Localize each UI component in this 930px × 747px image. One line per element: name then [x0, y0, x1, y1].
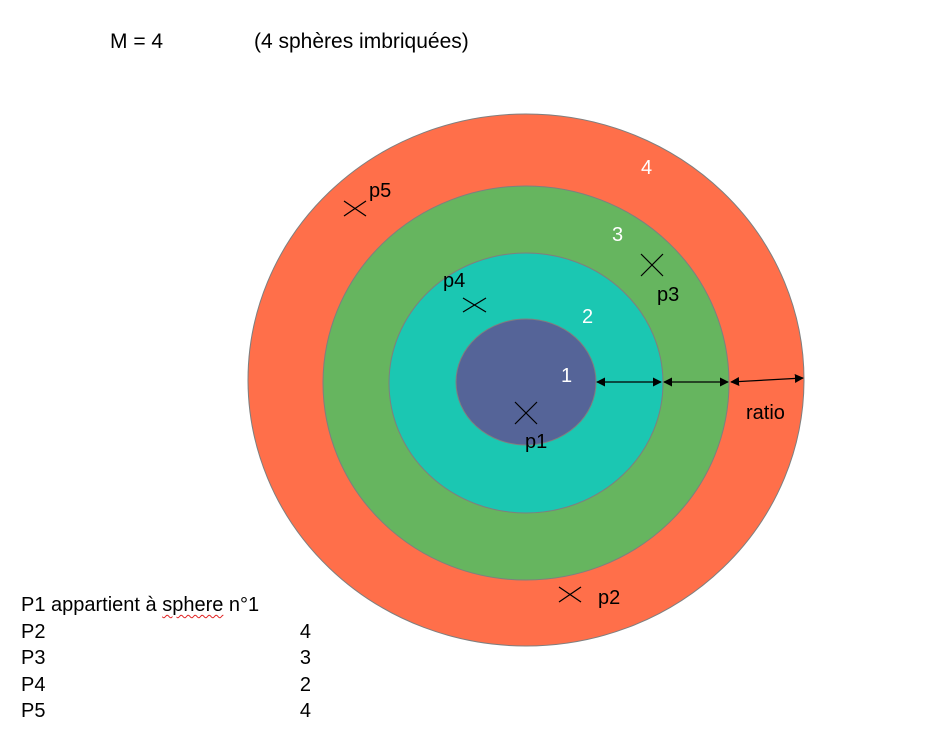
membership-table: P1 appartient à sphere n°1 P2 4 P3 3 P4 … — [21, 592, 311, 725]
membership-first-line: P1 appartient à sphere n°1 — [21, 594, 259, 616]
membership-point-name: P4 — [21, 673, 46, 696]
membership-point-name: P3 — [21, 647, 46, 669]
sphere-3-number: 3 — [612, 224, 623, 246]
membership-row: P3 3 — [21, 645, 311, 672]
spellcheck-underlined-word: sphere — [162, 594, 224, 616]
p3-cross-marker — [640, 253, 664, 277]
p2-label: p2 — [598, 587, 620, 609]
membership-row: P2 4 — [21, 619, 311, 646]
m-value-label: M = 4 — [110, 30, 164, 53]
p3-label: p3 — [657, 284, 679, 306]
sphere-1-core — [455, 318, 597, 446]
membership-row: P1 appartient à sphere n°1 — [21, 592, 311, 619]
membership-point-name: P5 — [21, 700, 46, 722]
p1-label: p1 — [525, 431, 547, 453]
sphere-1-number: 1 — [561, 365, 572, 387]
membership-sphere-value: 2 — [299, 673, 311, 696]
membership-sphere-value: 3 — [299, 647, 311, 669]
nested-spheres-caption: (4 sphères imbriquées) — [254, 30, 469, 53]
membership-sphere-value: 4 — [299, 700, 311, 722]
sphere-4-number: 4 — [641, 157, 652, 179]
ratio-label: ratio — [746, 402, 785, 424]
sphere-2-number: 2 — [582, 306, 593, 328]
membership-first-suffix: n°1 — [223, 594, 260, 616]
membership-point-name: P2 — [21, 620, 46, 643]
membership-row: P5 4 — [21, 698, 311, 725]
p2-cross-marker — [558, 586, 582, 603]
membership-sphere-value: 4 — [299, 620, 311, 643]
membership-row: P4 2 — [21, 672, 311, 699]
p4-cross-marker — [462, 297, 487, 313]
p1-cross-marker — [514, 401, 538, 425]
membership-first-prefix: P1 appartient à — [21, 594, 163, 616]
p5-label: p5 — [369, 180, 391, 202]
ratio-arrow-ring4 — [730, 373, 804, 387]
p5-cross-marker — [343, 200, 367, 217]
p4-label: p4 — [443, 270, 465, 292]
